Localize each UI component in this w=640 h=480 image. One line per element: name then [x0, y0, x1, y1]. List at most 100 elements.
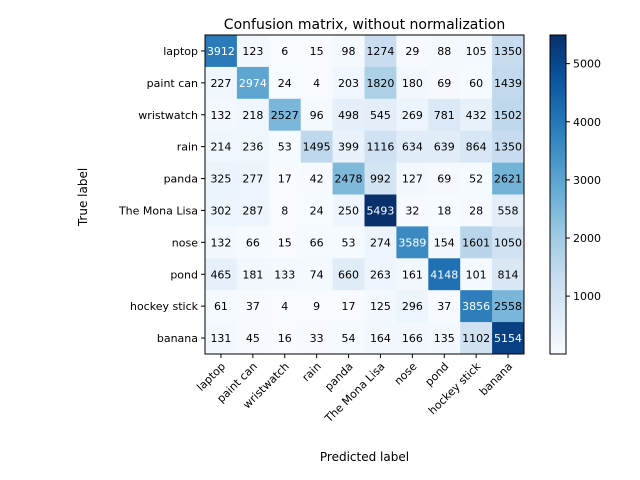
heatmap-cell: [205, 258, 238, 291]
cell-value-label: 498: [338, 109, 359, 122]
cell-value-label: 634: [402, 141, 423, 154]
heatmap-cell: [460, 162, 493, 195]
cell-value-label: 101: [466, 268, 487, 281]
heatmap-cell: [396, 194, 429, 227]
cell-value-label: 3589: [398, 236, 426, 249]
cell-value-label: 6: [281, 45, 288, 58]
heatmap-cell: [364, 290, 397, 323]
heatmap-cells: [205, 35, 525, 355]
heatmap-cell: [492, 194, 525, 227]
y-tick-label: banana: [157, 332, 198, 345]
cell-value-label: 17: [342, 300, 356, 313]
heatmap-cell: [300, 66, 334, 100]
y-tick-label: The Mona Lisa: [118, 204, 198, 217]
cell-value-label: 227: [210, 77, 231, 90]
cell-value-label: 558: [498, 204, 519, 217]
heatmap-cell: [492, 322, 525, 355]
cell-value-label: 28: [469, 204, 483, 217]
heatmap-cell: [236, 66, 270, 100]
x-axis-label: Predicted label: [320, 450, 409, 464]
cell-value-label: 1502: [494, 109, 522, 122]
cell-value-label: 16: [278, 332, 292, 345]
heatmap-cell: [236, 258, 270, 291]
heatmap-cell: [268, 290, 302, 323]
heatmap-cell: [236, 322, 270, 355]
heatmap-cell: [205, 35, 238, 68]
heatmap-cell: [396, 98, 429, 132]
heatmap-cell: [492, 290, 525, 323]
heatmap-cell: [396, 130, 429, 164]
cell-value-label: 660: [338, 268, 359, 281]
heatmap-cell: [268, 322, 302, 355]
heatmap-cell: [460, 35, 493, 68]
heatmap-cell: [492, 162, 525, 195]
heatmap-cell: [332, 130, 365, 164]
cell-value-label: 2478: [335, 173, 363, 186]
colorbar-ticks: 1000 2000 3000 4000 5000: [566, 58, 601, 303]
y-tick-label: paint can: [147, 77, 198, 90]
cell-value-label: 296: [402, 300, 423, 313]
heatmap-cell: [205, 162, 238, 195]
heatmap-cell: [268, 258, 302, 291]
cell-value-label: 1495: [303, 141, 331, 154]
cell-value-label: 639: [434, 141, 455, 154]
heatmap-cell: [364, 194, 397, 227]
cell-value-label: 218: [242, 109, 263, 122]
cell-value-label: 3856: [462, 300, 490, 313]
cell-value-label: 69: [437, 77, 451, 90]
heatmap-cell: [236, 130, 270, 164]
cell-value-label: 181: [242, 268, 263, 281]
heatmap-cell: [460, 130, 493, 164]
heatmap-cell: [205, 290, 238, 323]
cell-value-label: 1350: [494, 141, 522, 154]
heatmap-cell: [460, 98, 493, 132]
cell-value-label: 24: [278, 77, 292, 90]
heatmap-cell: [236, 162, 270, 195]
cell-value-label: 1050: [494, 236, 522, 249]
cell-value-label: 399: [338, 141, 359, 154]
heatmap-cell: [492, 226, 525, 259]
cell-value-label: 325: [210, 173, 231, 186]
cell-value-label: 135: [434, 332, 455, 345]
cell-value-label: 98: [342, 45, 356, 58]
colorbar-tick-label: 5000: [573, 58, 601, 71]
cell-value-label: 2974: [239, 77, 267, 90]
cell-value-label: 53: [278, 141, 292, 154]
cell-value-label: 161: [402, 268, 423, 281]
y-axis-ticks: laptop paint can wristwatch rain panda The Mo…: [118, 45, 205, 345]
heatmap-cell: [364, 258, 397, 291]
cell-value-label: 781: [434, 109, 455, 122]
heatmap-cell: [364, 162, 397, 195]
heatmap-cell: [332, 35, 365, 68]
heatmap-cell: [396, 322, 429, 355]
cell-value-label: 5493: [366, 204, 394, 217]
heatmap-cell: [268, 226, 302, 259]
heatmap-cell: [428, 35, 461, 68]
y-tick-label: panda: [164, 173, 198, 186]
cell-value-label: 66: [246, 236, 260, 249]
cell-value-label: 269: [402, 109, 423, 122]
cell-value-label: 263: [370, 268, 391, 281]
cell-value-label: 287: [242, 204, 263, 217]
cell-value-label: 864: [466, 141, 487, 154]
heatmap-cell: [428, 258, 461, 291]
heatmap-cell: [268, 98, 302, 132]
cell-value-label: 1601: [462, 236, 490, 249]
cell-value-label: 18: [437, 204, 451, 217]
cell-value-label: 24: [310, 204, 324, 217]
heatmap-cell: [428, 194, 461, 227]
heatmap-cell: [492, 98, 525, 132]
cell-value-label: 250: [338, 204, 359, 217]
cell-value-label: 166: [402, 332, 423, 345]
cell-value-label: 236: [242, 141, 263, 154]
y-tick-label: laptop: [163, 45, 198, 58]
cell-value-label: 127: [402, 173, 423, 186]
heatmap-cell: [492, 130, 525, 164]
cell-value-label: 33: [310, 332, 324, 345]
cell-value-label: 3912: [207, 45, 235, 58]
cell-value-label: 42: [310, 173, 324, 186]
heatmap-cell: [364, 98, 397, 132]
y-axis-label: True label: [76, 168, 90, 227]
heatmap-cell: [492, 258, 525, 291]
heatmap-cell: [396, 66, 429, 100]
